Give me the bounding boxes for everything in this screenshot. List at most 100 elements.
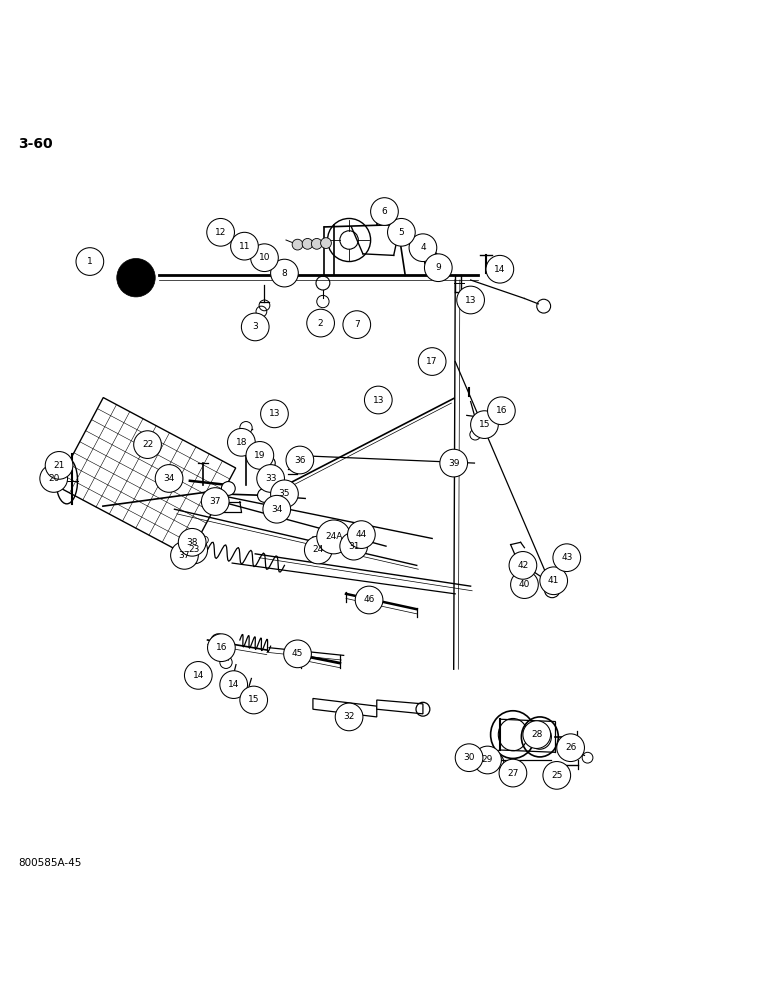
Text: 12: 12 <box>215 228 226 237</box>
Circle shape <box>455 744 483 772</box>
Text: 39: 39 <box>448 459 459 468</box>
Circle shape <box>231 232 259 260</box>
Circle shape <box>155 465 183 492</box>
Text: 21: 21 <box>53 461 65 470</box>
Text: 30: 30 <box>463 753 475 762</box>
Circle shape <box>306 309 334 337</box>
Circle shape <box>486 255 513 283</box>
Circle shape <box>171 542 198 569</box>
Text: 27: 27 <box>507 769 519 778</box>
Circle shape <box>335 703 363 731</box>
Text: 41: 41 <box>548 576 560 585</box>
Circle shape <box>523 721 550 748</box>
Text: 13: 13 <box>373 396 384 405</box>
Text: 45: 45 <box>292 649 303 658</box>
Circle shape <box>488 397 515 425</box>
Text: 42: 42 <box>517 561 529 570</box>
Circle shape <box>347 521 375 548</box>
Circle shape <box>425 254 452 282</box>
Text: 14: 14 <box>494 265 506 274</box>
Circle shape <box>311 238 322 249</box>
Circle shape <box>304 536 332 564</box>
Text: 13: 13 <box>465 296 476 305</box>
Circle shape <box>178 528 206 556</box>
Text: 24: 24 <box>313 545 324 554</box>
Circle shape <box>185 662 212 689</box>
Text: 1: 1 <box>87 257 93 266</box>
Circle shape <box>473 750 484 761</box>
Circle shape <box>117 258 155 297</box>
Circle shape <box>261 400 288 428</box>
Circle shape <box>510 571 538 598</box>
Circle shape <box>263 495 290 523</box>
Text: 13: 13 <box>269 409 280 418</box>
Circle shape <box>364 386 392 414</box>
Circle shape <box>286 446 313 474</box>
Text: 34: 34 <box>271 505 283 514</box>
Circle shape <box>240 686 268 714</box>
Circle shape <box>257 465 284 492</box>
Text: 31: 31 <box>348 542 360 551</box>
Text: 25: 25 <box>551 771 563 780</box>
Circle shape <box>388 218 415 246</box>
Text: 23: 23 <box>188 545 199 554</box>
Circle shape <box>207 218 235 246</box>
Text: 32: 32 <box>344 712 355 721</box>
Text: 6: 6 <box>381 207 388 216</box>
Circle shape <box>251 244 279 272</box>
Polygon shape <box>377 700 423 714</box>
Circle shape <box>195 532 205 542</box>
Circle shape <box>258 488 272 502</box>
Circle shape <box>46 452 73 479</box>
Circle shape <box>76 248 103 275</box>
Circle shape <box>240 422 252 434</box>
Polygon shape <box>56 398 235 556</box>
Text: 37: 37 <box>209 497 221 506</box>
Text: 4: 4 <box>420 243 425 252</box>
Text: 34: 34 <box>164 474 174 483</box>
Text: 16: 16 <box>215 643 227 652</box>
Text: 36: 36 <box>294 456 306 465</box>
Circle shape <box>320 238 331 248</box>
Circle shape <box>40 465 67 492</box>
Circle shape <box>409 234 437 262</box>
Text: 37: 37 <box>178 551 190 560</box>
Text: 24A: 24A <box>325 532 342 541</box>
Text: 35: 35 <box>279 489 290 498</box>
Text: 8: 8 <box>282 269 287 278</box>
Circle shape <box>340 532 367 560</box>
Circle shape <box>292 239 303 250</box>
Circle shape <box>543 762 571 789</box>
Text: 10: 10 <box>259 253 270 262</box>
Circle shape <box>471 411 498 438</box>
Circle shape <box>343 311 371 338</box>
Text: 26: 26 <box>565 743 577 752</box>
Text: 28: 28 <box>531 730 543 739</box>
Text: 15: 15 <box>248 695 259 704</box>
Circle shape <box>271 480 298 508</box>
Text: 18: 18 <box>235 438 247 447</box>
Circle shape <box>201 488 229 515</box>
Circle shape <box>317 520 350 554</box>
Circle shape <box>271 259 298 287</box>
Circle shape <box>457 286 485 314</box>
Circle shape <box>283 640 311 668</box>
Circle shape <box>317 535 328 545</box>
Text: 46: 46 <box>364 595 374 604</box>
Polygon shape <box>313 698 377 717</box>
Text: 33: 33 <box>265 474 276 483</box>
Text: 14: 14 <box>228 680 239 689</box>
Circle shape <box>355 586 383 614</box>
Circle shape <box>228 428 256 456</box>
Text: 800585A-45: 800585A-45 <box>19 858 82 868</box>
Text: 5: 5 <box>398 228 405 237</box>
Text: 38: 38 <box>186 538 198 547</box>
Circle shape <box>201 536 208 544</box>
Circle shape <box>557 734 584 762</box>
Text: 16: 16 <box>496 406 507 415</box>
Text: 44: 44 <box>356 530 367 539</box>
Text: 19: 19 <box>254 451 266 460</box>
Circle shape <box>242 313 269 341</box>
Circle shape <box>180 536 208 564</box>
Circle shape <box>250 448 264 462</box>
